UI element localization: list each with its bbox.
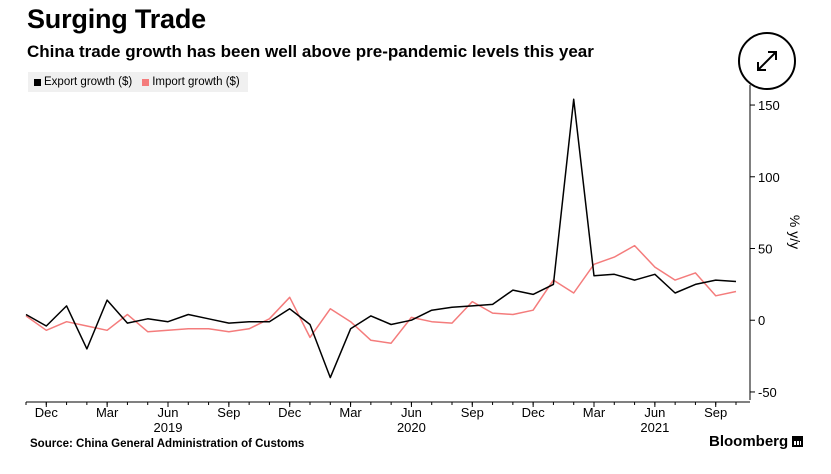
source-note: Source: China General Administration of … xyxy=(30,438,305,450)
bloomberg-terminal-icon xyxy=(792,436,804,447)
x-year-label: 2021 xyxy=(640,420,669,435)
legend-item-export: Export growth ($) xyxy=(34,76,132,88)
y-tick-label: 100 xyxy=(758,170,780,185)
chart-subtitle: China trade growth has been well above p… xyxy=(27,42,594,61)
x-tick-label: Dec xyxy=(35,405,59,420)
x-tick-label: Mar xyxy=(96,405,119,420)
y-axis-label: % y/y xyxy=(787,215,803,249)
x-tick-label: Mar xyxy=(339,405,362,420)
y-tick-label: 50 xyxy=(758,242,772,257)
x-tick-label: Dec xyxy=(278,405,302,420)
y-tick-label: 150 xyxy=(758,98,780,113)
chart-title: Surging Trade xyxy=(27,4,206,34)
legend-label-export: Export growth ($) xyxy=(44,76,133,88)
x-tick-label: Jun xyxy=(158,405,179,420)
y-tick-label: 0 xyxy=(758,313,765,328)
import-growth-line xyxy=(25,244,737,344)
legend-swatch-import xyxy=(142,78,150,86)
x-tick-label: Jun xyxy=(644,405,665,420)
legend-item-import: Import growth ($) xyxy=(142,76,240,88)
x-year-label: 2020 xyxy=(397,420,426,435)
brand-logo: Bloomberg xyxy=(709,433,804,450)
legend: Export growth ($) Import growth ($) xyxy=(28,72,248,92)
x-tick-label: Sep xyxy=(217,405,240,420)
export-growth-line xyxy=(25,98,737,379)
x-tick-label: Sep xyxy=(704,405,727,420)
expand-button[interactable] xyxy=(738,32,796,90)
x-year-label: 2019 xyxy=(154,420,183,435)
expand-arrows-icon xyxy=(757,51,777,71)
x-tick-label: Mar xyxy=(583,405,606,420)
legend-label-import: Import growth ($) xyxy=(152,76,240,88)
x-tick-label: Jun xyxy=(401,405,422,420)
legend-swatch-export xyxy=(34,78,41,86)
x-tick-label: Sep xyxy=(461,405,484,420)
y-tick-label: -50 xyxy=(758,385,777,400)
x-tick-label: Dec xyxy=(522,405,546,420)
brand-name: Bloomberg xyxy=(709,433,789,450)
